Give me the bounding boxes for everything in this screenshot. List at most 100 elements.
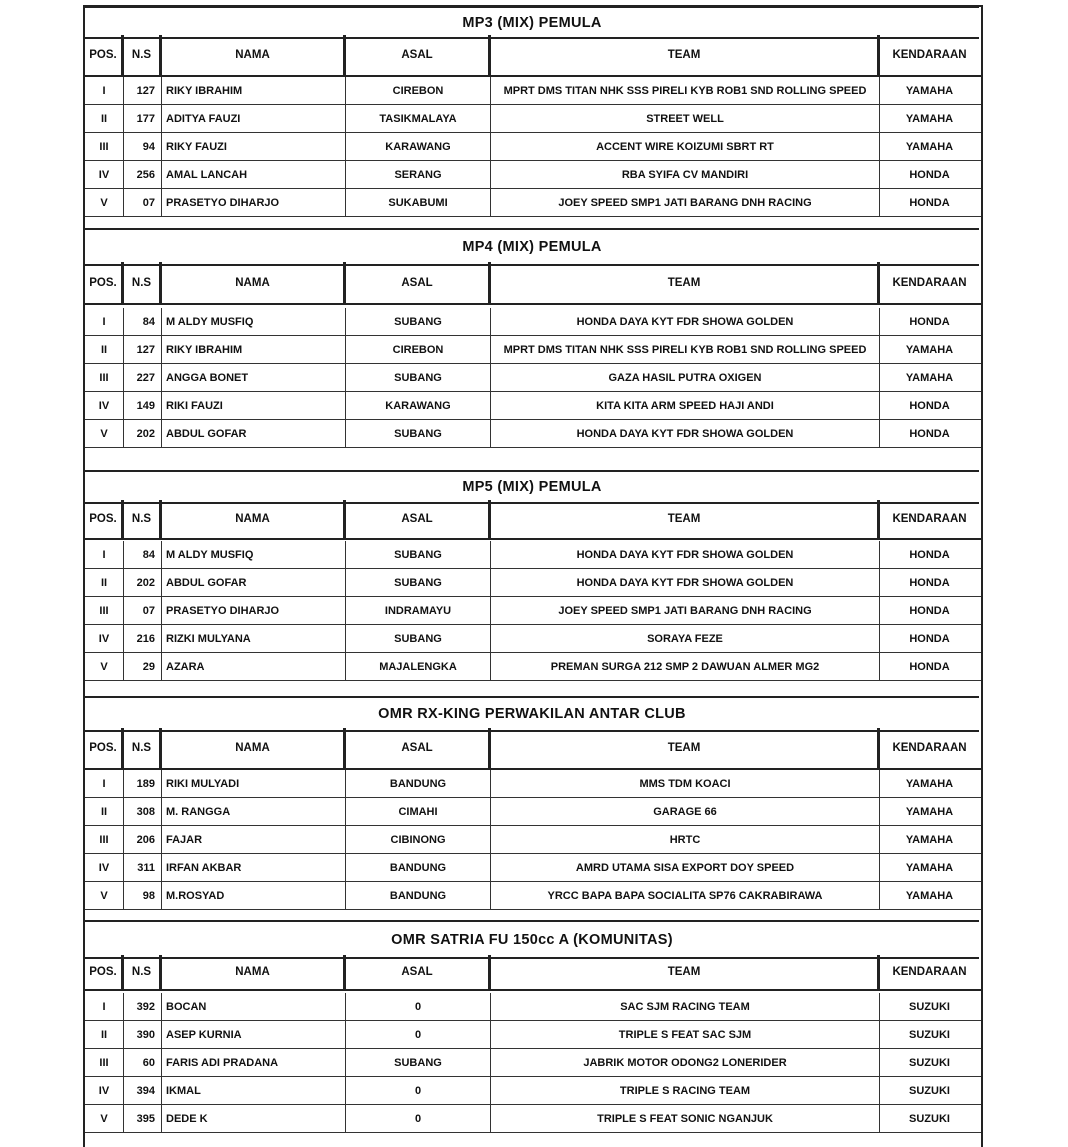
cell-pos: IV	[85, 854, 124, 881]
cell-kendaraan: YAMAHA	[905, 861, 954, 874]
cell-team: ACCENT WIRE KOIZUMI SBRT RT	[491, 133, 880, 160]
column-header-asal: ASAL	[346, 955, 491, 989]
column-header-kendaraan: KENDARAAN	[892, 742, 967, 754]
section-title: OMR RX-KING PERWAKILAN ANTAR CLUB	[85, 696, 979, 732]
cell-ns: 29	[124, 653, 162, 680]
cell-asal: INDRAMAYU	[346, 597, 491, 624]
cell-kendaraan: HONDA	[909, 399, 950, 412]
cell-asal: SUBANG	[346, 541, 491, 568]
cell-team: HRTC	[491, 826, 880, 853]
cell-kendaraan: HONDA	[909, 315, 950, 328]
table-row: I 127 RIKY IBRAHIM CIREBON MPRT DMS TITAN NH…	[85, 77, 981, 105]
cell-kendaraan: HONDA	[909, 576, 950, 589]
cell-nama: PRASETYO DIHARJO	[162, 597, 346, 624]
cell-kendaraan: YAMAHA	[905, 84, 954, 97]
cell-team: MPRT DMS TITAN NHK SSS PIRELI KYB ROB1 S…	[491, 77, 880, 104]
cell-pos: IV	[85, 161, 124, 188]
cell-kendaraan: SUZUKI	[909, 1000, 950, 1013]
cell-pos: IV	[85, 392, 124, 419]
cell-nama: ASEP KURNIA	[162, 1021, 346, 1048]
cell-nama: RIZKI MULYANA	[162, 625, 346, 652]
table-row: II 308 M. RANGGA CIMAHI GARAGE 66 YAMAHA	[85, 798, 981, 826]
cell-nama: M.ROSYAD	[162, 882, 346, 909]
table-header: POS. N.S NAMA ASAL TEAM KENDARAAN	[85, 955, 981, 991]
cell-ns: 227	[124, 364, 162, 391]
cell-kendaraan: YAMAHA	[905, 889, 954, 902]
cell-nama: IRFAN AKBAR	[162, 854, 346, 881]
cell-ns: 189	[124, 770, 162, 797]
column-header-pos: POS.	[85, 262, 124, 303]
cell-pos: II	[85, 798, 124, 825]
cell-kendaraan: HONDA	[909, 168, 950, 181]
cell-team: HONDA DAYA KYT FDR SHOWA GOLDEN	[491, 308, 880, 335]
cell-pos: III	[85, 1049, 124, 1076]
cell-ns: 07	[124, 597, 162, 624]
cell-ns: 98	[124, 882, 162, 909]
column-header-team: TEAM	[491, 500, 880, 538]
cell-ns: 177	[124, 105, 162, 132]
cell-team: PREMAN SURGA 212 SMP 2 DAWUAN ALMER MG2	[491, 653, 880, 680]
cell-ns: 84	[124, 308, 162, 335]
cell-kendaraan: YAMAHA	[905, 833, 954, 846]
cell-ns: 84	[124, 541, 162, 568]
cell-asal: SUKABUMI	[346, 189, 491, 216]
cell-team: HONDA DAYA KYT FDR SHOWA GOLDEN	[491, 541, 880, 568]
cell-asal: CIMAHI	[346, 798, 491, 825]
column-header-kendaraan: KENDARAAN	[892, 513, 967, 525]
table-row: III 07 PRASETYO DIHARJO INDRAMAYU JOEY SPEED…	[85, 597, 981, 625]
cell-ns: 216	[124, 625, 162, 652]
cell-asal: SUBANG	[346, 569, 491, 596]
column-header-pos: POS.	[85, 500, 124, 538]
cell-pos: I	[85, 77, 124, 104]
cell-nama: M. RANGGA	[162, 798, 346, 825]
cell-pos: IV	[85, 625, 124, 652]
cell-ns: 311	[124, 854, 162, 881]
table-row: V 395 DEDE K 0 TRIPLE S FEAT SONIC NGANJUK SU…	[85, 1105, 981, 1133]
cell-nama: ADITYA FAUZI	[162, 105, 346, 132]
cell-team: YRCC BAPA BAPA SOCIALITA SP76 CAKRABIRAW…	[491, 882, 880, 909]
cell-kendaraan: HONDA	[909, 604, 950, 617]
table-row: V 29 AZARA MAJALENGKA PREMAN SURGA 212 SMP 2…	[85, 653, 981, 681]
cell-nama: ANGGA BONET	[162, 364, 346, 391]
cell-nama: PRASETYO DIHARJO	[162, 189, 346, 216]
cell-ns: 202	[124, 569, 162, 596]
table-row: IV 394 IKMAL 0 TRIPLE S RACING TEAM SUZUKI	[85, 1077, 981, 1105]
cell-asal: SUBANG	[346, 625, 491, 652]
cell-nama: RIKY IBRAHIM	[162, 77, 346, 104]
cell-pos: V	[85, 189, 124, 216]
cell-asal: SUBANG	[346, 1049, 491, 1076]
cell-nama: RIKY FAUZI	[162, 133, 346, 160]
cell-pos: I	[85, 770, 124, 797]
table-row: V 07 PRASETYO DIHARJO SUKABUMI JOEY SPEED SM…	[85, 189, 981, 217]
cell-kendaraan: YAMAHA	[905, 777, 954, 790]
table-row: IV 311 IRFAN AKBAR BANDUNG AMRD UTAMA SISA E…	[85, 854, 981, 882]
section-title: MP5 (MIX) PEMULA	[85, 470, 979, 504]
cell-ns: 206	[124, 826, 162, 853]
cell-nama: ABDUL GOFAR	[162, 569, 346, 596]
table-header: POS. N.S NAMA ASAL TEAM KENDARAAN	[85, 500, 981, 540]
cell-pos: V	[85, 653, 124, 680]
column-header-asal: ASAL	[346, 728, 491, 768]
cell-kendaraan: YAMAHA	[905, 805, 954, 818]
cell-nama: M ALDY MUSFIQ	[162, 541, 346, 568]
cell-pos: II	[85, 105, 124, 132]
cell-nama: RIKY IBRAHIM	[162, 336, 346, 363]
cell-team: TRIPLE S FEAT SAC SJM	[491, 1021, 880, 1048]
table-row: I 84 M ALDY MUSFIQ SUBANG HONDA DAYA KYT FDR…	[85, 308, 981, 336]
cell-pos: III	[85, 364, 124, 391]
column-header-ns: N.S	[124, 500, 162, 538]
cell-nama: RIKI MULYADI	[162, 770, 346, 797]
cell-kendaraan: HONDA	[909, 427, 950, 440]
cell-pos: II	[85, 336, 124, 363]
cell-asal: BANDUNG	[346, 882, 491, 909]
cell-team: JOEY SPEED SMP1 JATI BARANG DNH RACING	[491, 597, 880, 624]
table-header: POS. N.S NAMA ASAL TEAM KENDARAAN	[85, 35, 981, 77]
column-header-ns: N.S	[124, 728, 162, 768]
cell-nama: BOCAN	[162, 993, 346, 1020]
section-title: OMR SATRIA FU 150cc A (KOMUNITAS)	[85, 920, 979, 959]
cell-kendaraan: YAMAHA	[905, 343, 954, 356]
cell-asal: CIREBON	[346, 77, 491, 104]
cell-asal: SUBANG	[346, 308, 491, 335]
cell-nama: AZARA	[162, 653, 346, 680]
table-row: II 390 ASEP KURNIA 0 TRIPLE S FEAT SAC SJM SU…	[85, 1021, 981, 1049]
